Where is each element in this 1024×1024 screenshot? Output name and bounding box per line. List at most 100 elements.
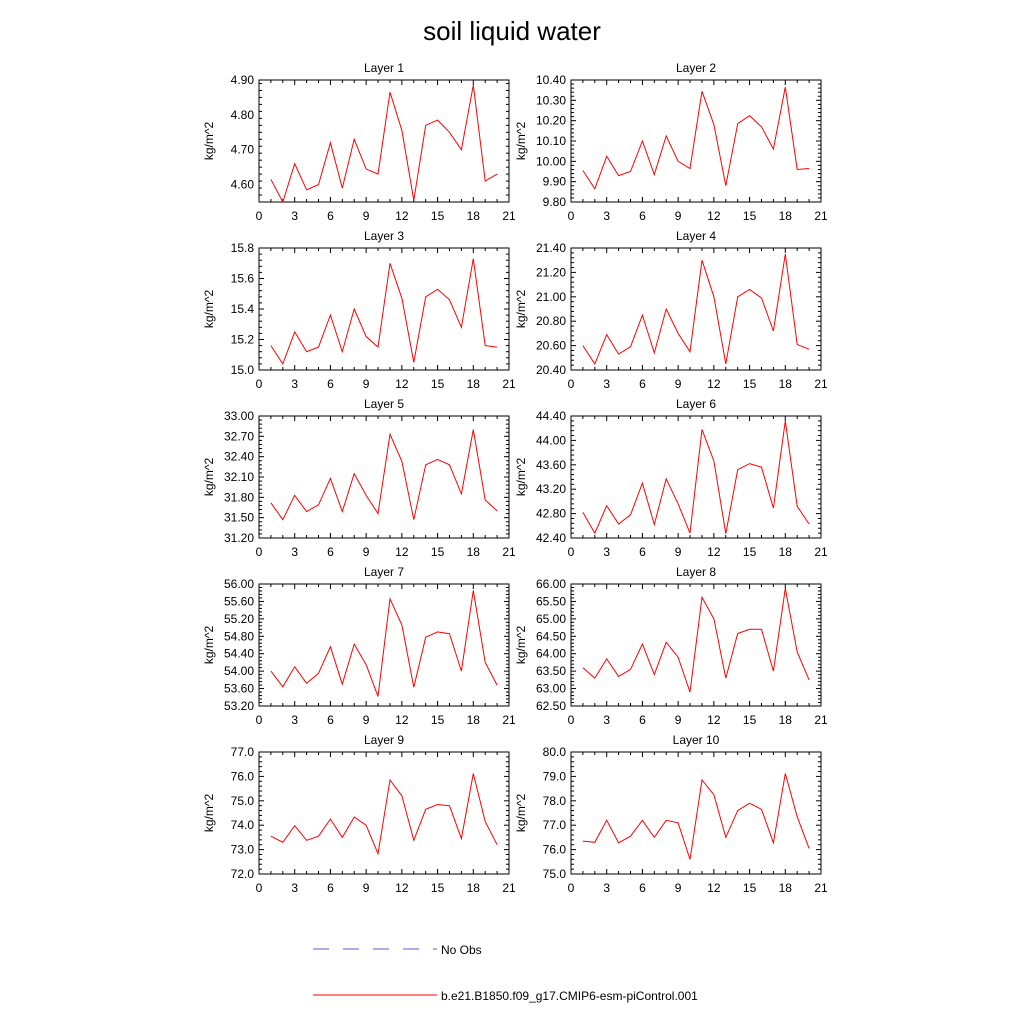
y-tick-label: 76.0 xyxy=(543,843,567,857)
y-axis-label: kg/m^2 xyxy=(202,290,216,329)
panel-layer-6: Layer 6 kg/m^2 0 3 6 9 12 15 18 21 42.40 42.80 43.20… xyxy=(514,397,828,559)
x-tick-label: 0 xyxy=(568,545,575,559)
y-tick-label: 15.0 xyxy=(231,363,255,377)
x-tick-label: 15 xyxy=(743,377,757,391)
x-tick-label: 18 xyxy=(467,713,481,727)
panel-title: Layer 3 xyxy=(364,229,404,243)
y-tick-label: 72.0 xyxy=(231,867,255,881)
x-tick-label: 21 xyxy=(814,713,828,727)
x-tick-label: 3 xyxy=(603,545,610,559)
x-tick-label: 15 xyxy=(431,545,445,559)
x-tick-label: 18 xyxy=(467,209,481,223)
x-tick-label: 18 xyxy=(467,881,481,895)
panel-layer-2: Layer 2 kg/m^2 0 3 6 9 12 15 18 21 9.80 9.90 10.00 10… xyxy=(514,61,828,223)
y-tick-label: 42.40 xyxy=(536,531,566,545)
y-tick-label: 75.0 xyxy=(231,794,255,808)
y-tick-label: 54.00 xyxy=(224,664,254,678)
legend-obs-label: No Obs xyxy=(441,943,482,957)
series-line xyxy=(582,87,810,190)
y-tick-label: 44.00 xyxy=(536,433,566,447)
series-line xyxy=(270,258,498,366)
x-tick-label: 6 xyxy=(327,209,334,223)
y-tick-label: 79.0 xyxy=(543,769,567,783)
plot-frame xyxy=(258,79,510,203)
y-tick-label: 73.0 xyxy=(231,843,255,857)
x-tick-label: 0 xyxy=(568,377,575,391)
y-tick-label: 32.70 xyxy=(224,429,254,443)
y-tick-label: 15.6 xyxy=(231,272,255,286)
panel-layer-7: Layer 7 kg/m^2 0 3 6 9 12 15 18 21 53.20 53.60 54.00… xyxy=(202,565,516,727)
y-axis-label: kg/m^2 xyxy=(202,626,216,665)
series-line xyxy=(270,429,498,521)
y-tick-label: 75.0 xyxy=(543,867,567,881)
y-tick-label: 44.40 xyxy=(536,409,566,423)
y-tick-label: 65.00 xyxy=(536,612,566,626)
x-tick-label: 9 xyxy=(363,377,370,391)
y-tick-label: 10.10 xyxy=(536,134,566,148)
y-tick-label: 77.0 xyxy=(543,818,567,832)
y-axis-label: kg/m^2 xyxy=(202,122,216,161)
x-tick-label: 12 xyxy=(395,713,409,727)
x-tick-label: 6 xyxy=(639,209,646,223)
y-tick-label: 20.60 xyxy=(536,339,566,353)
y-tick-label: 32.40 xyxy=(224,450,254,464)
y-tick-label: 10.00 xyxy=(536,154,566,168)
panel-layer-3: Layer 3 kg/m^2 0 3 6 9 12 15 18 21 15.0 15.2 15.4 15.… xyxy=(202,229,516,391)
x-tick-label: 9 xyxy=(675,545,682,559)
y-tick-label: 42.80 xyxy=(536,507,566,521)
y-axis-label: kg/m^2 xyxy=(514,290,528,329)
x-tick-label: 18 xyxy=(779,377,793,391)
panel-layer-5: Layer 5 kg/m^2 0 3 6 9 12 15 18 21 31.20 31.50 31.80… xyxy=(202,397,516,559)
x-tick-label: 9 xyxy=(675,881,682,895)
x-tick-label: 0 xyxy=(568,209,575,223)
series-line xyxy=(582,773,810,860)
panel-title: Layer 10 xyxy=(673,733,720,747)
x-tick-label: 15 xyxy=(431,713,445,727)
y-tick-label: 77.0 xyxy=(231,745,255,759)
y-tick-label: 10.20 xyxy=(536,114,566,128)
x-tick-label: 21 xyxy=(502,713,516,727)
x-tick-label: 12 xyxy=(395,545,409,559)
x-tick-label: 15 xyxy=(743,209,757,223)
x-tick-label: 21 xyxy=(814,881,828,895)
series-line xyxy=(582,254,810,365)
panel-title: Layer 2 xyxy=(676,61,716,75)
y-axis-label: kg/m^2 xyxy=(514,626,528,665)
y-tick-label: 63.00 xyxy=(536,682,566,696)
y-tick-label: 43.20 xyxy=(536,482,566,496)
x-tick-label: 3 xyxy=(603,209,610,223)
x-tick-label: 0 xyxy=(256,881,263,895)
x-tick-label: 18 xyxy=(779,209,793,223)
y-axis-label: kg/m^2 xyxy=(202,458,216,497)
y-tick-label: 74.0 xyxy=(231,818,255,832)
y-axis-label: kg/m^2 xyxy=(514,458,528,497)
panel-layer-4: Layer 4 kg/m^2 0 3 6 9 12 15 18 21 20.40 20.60 20.80… xyxy=(514,229,828,391)
x-tick-label: 3 xyxy=(603,881,610,895)
panel-title: Layer 1 xyxy=(364,61,404,75)
x-tick-label: 21 xyxy=(502,881,516,895)
y-tick-label: 15.4 xyxy=(231,302,255,316)
x-tick-label: 18 xyxy=(779,545,793,559)
x-tick-label: 15 xyxy=(743,881,757,895)
panel-layer-9: Layer 9 kg/m^2 0 3 6 9 12 15 18 21 72.0 73.0 74.0 75.… xyxy=(202,733,516,895)
y-tick-label: 31.80 xyxy=(224,490,254,504)
panel-title: Layer 9 xyxy=(364,733,404,747)
x-tick-label: 21 xyxy=(814,377,828,391)
x-tick-label: 3 xyxy=(291,209,298,223)
panel-layer-8: Layer 8 kg/m^2 0 3 6 9 12 15 18 21 62.50 63.00 63.50… xyxy=(514,565,828,727)
y-tick-label: 54.80 xyxy=(224,629,254,643)
y-tick-label: 15.8 xyxy=(231,241,255,255)
panel-title: Layer 4 xyxy=(676,229,716,243)
series-line xyxy=(582,420,810,535)
y-axis-label: kg/m^2 xyxy=(202,794,216,833)
panel-title: Layer 7 xyxy=(364,565,404,579)
x-tick-label: 21 xyxy=(814,209,828,223)
y-axis-label: kg/m^2 xyxy=(514,794,528,833)
series-line xyxy=(582,588,810,693)
x-tick-label: 3 xyxy=(291,713,298,727)
x-tick-label: 12 xyxy=(395,377,409,391)
x-tick-label: 9 xyxy=(363,881,370,895)
x-tick-label: 9 xyxy=(675,377,682,391)
y-tick-label: 78.0 xyxy=(543,794,567,808)
